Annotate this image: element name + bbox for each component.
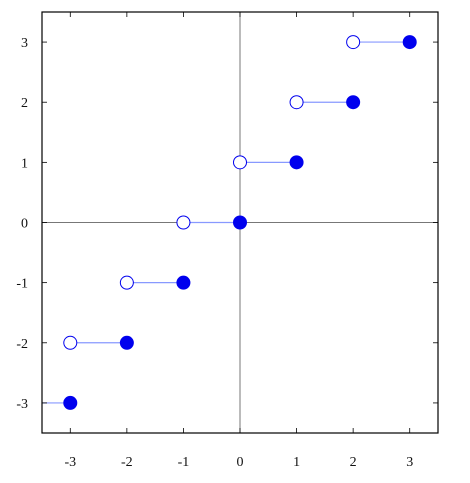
closed-endpoint (63, 395, 78, 410)
y-tick-label: -1 (16, 277, 28, 292)
x-tick-label: 1 (293, 455, 300, 470)
open-endpoint (119, 275, 134, 290)
y-tick-label: -2 (16, 337, 28, 352)
y-tick-label: 0 (21, 217, 28, 232)
x-tick-label: -1 (178, 455, 190, 470)
closed-endpoint (176, 275, 191, 290)
axis-ticks (42, 12, 438, 433)
x-tick-label: 2 (350, 455, 357, 470)
closed-endpoint (119, 335, 134, 350)
x-tick-labels: -3 -2 -1 0 1 2 3 (64, 455, 413, 470)
y-tick-label: 3 (21, 36, 28, 51)
y-tick-labels: -3 -2 -1 0 1 2 3 (16, 36, 28, 412)
open-endpoint (233, 155, 247, 170)
closed-endpoint (402, 35, 417, 50)
x-tick-label: 0 (237, 455, 244, 470)
x-tick-label: -2 (121, 455, 133, 470)
x-tick-label: 3 (406, 455, 413, 470)
closed-endpoint (289, 155, 304, 170)
open-endpoint (346, 35, 361, 50)
closed-endpoint (346, 95, 361, 110)
plot-frame (41, 11, 439, 434)
open-endpoint (63, 335, 78, 350)
x-tick-label: -3 (64, 455, 76, 470)
y-tick-label: -3 (16, 397, 28, 412)
step-endpoints (63, 35, 417, 410)
open-endpoint (176, 215, 191, 230)
y-tick-label: 2 (21, 96, 28, 111)
open-endpoint (289, 95, 304, 110)
y-tick-label: 1 (21, 156, 28, 171)
closed-endpoint (233, 215, 247, 230)
